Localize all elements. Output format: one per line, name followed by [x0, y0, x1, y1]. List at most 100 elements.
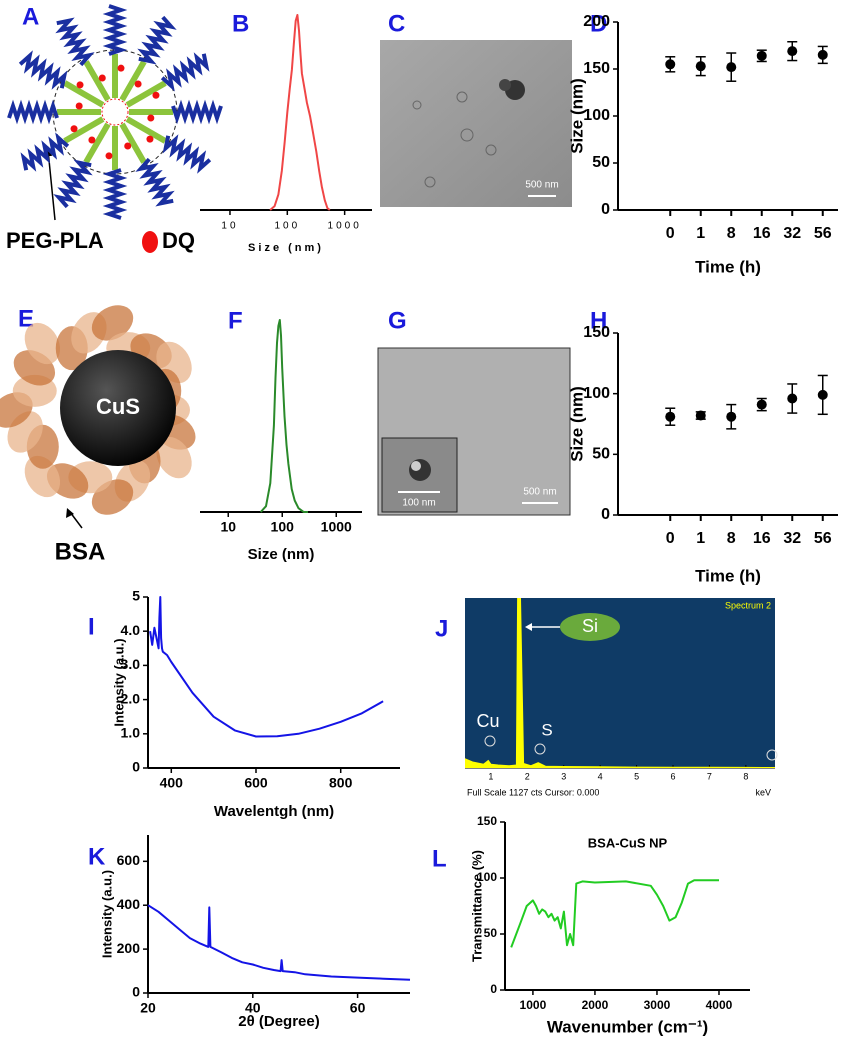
y-tick-label: 0: [132, 984, 140, 1000]
data-line: [259, 319, 308, 513]
panel-label: A: [22, 3, 39, 30]
panel-label: H: [590, 307, 607, 334]
x-tick-label: 60: [350, 1000, 366, 1016]
x-tick-label: 4000: [706, 998, 733, 1012]
data-point: [695, 61, 706, 72]
panel-label: B: [232, 10, 249, 37]
drug-dot: [117, 64, 125, 72]
x-tick-label: 8: [727, 225, 736, 242]
x-tick-label: 800: [329, 775, 353, 791]
x-tick-label: 56: [814, 225, 832, 242]
x-tick-label: 40: [245, 1000, 261, 1016]
x-tick-label: 32: [783, 530, 801, 547]
y-tick-label: 200: [583, 13, 610, 30]
y-axis-label: Transmittance (%): [469, 850, 484, 962]
pla-rod: [83, 122, 111, 164]
y-tick-label: 0: [601, 201, 610, 218]
x-tick-label: 1000: [321, 519, 352, 535]
panel-c: C 500 nm: [380, 10, 572, 207]
scale-bar-label: 500 nm: [525, 180, 558, 191]
peg-chain: [102, 4, 128, 56]
y-tick-label: 1.0: [121, 725, 141, 741]
pla-rod: [63, 80, 105, 108]
annotation: Cu: [476, 711, 499, 731]
x-tick-label: 2000: [582, 998, 609, 1012]
annotation-bubble: [560, 613, 620, 641]
x-tick-label: 56: [814, 530, 832, 547]
protein: [91, 305, 134, 341]
x-tick-label: 32: [783, 225, 801, 242]
panel-label: F: [228, 307, 243, 334]
y-tick-label: 100: [583, 385, 610, 402]
x-tick-label: 8: [743, 771, 748, 781]
arrow-head: [66, 508, 74, 518]
protein: [156, 436, 192, 479]
drug-dot: [147, 114, 155, 122]
y-tick-label: 2.0: [121, 690, 141, 706]
data-point: [695, 410, 706, 421]
peg-chain: [135, 157, 175, 207]
peak-marker: [484, 735, 496, 747]
coating-label: BSA: [55, 538, 106, 565]
plot-background: [465, 598, 775, 768]
panel-label: I: [88, 613, 95, 640]
y-tick-label: 5: [132, 588, 140, 604]
y-tick-label: 150: [583, 60, 610, 77]
y-tick-label: 200: [117, 940, 141, 956]
chart-title: BSA-CuS NP: [588, 835, 668, 850]
particle: [485, 144, 497, 156]
particle: [456, 91, 468, 103]
protein: [24, 322, 61, 365]
data-point: [787, 46, 798, 57]
panel-label: L: [432, 845, 447, 872]
x-tick-label: 1000: [520, 998, 547, 1012]
x-axis-label: 2θ (Degree): [238, 1013, 319, 1030]
x-tick-label: 100: [271, 519, 295, 535]
drug-icon: [142, 231, 158, 253]
peak-marker: [766, 749, 778, 761]
y-tick-label: 600: [117, 852, 141, 868]
panel-label: C: [388, 10, 405, 37]
particle: [499, 79, 511, 91]
arrow-head: [525, 623, 532, 631]
panel-label: D: [590, 10, 607, 37]
footer: Full Scale 1127 cts Cursor: 0.000: [467, 787, 599, 797]
scale-bar-label: 500 nm: [523, 487, 556, 498]
x-tick-label: 0: [666, 530, 675, 547]
x-tick-label: 20: [140, 1000, 156, 1016]
x-tick-label: 4: [598, 771, 603, 781]
x-tick-label: 3000: [644, 998, 671, 1012]
x-tick-label: 1: [696, 530, 705, 547]
data-point: [726, 62, 737, 73]
x-axis-label: Time (h): [695, 257, 761, 276]
y-axis-label: Size (nm): [567, 78, 586, 154]
peg-chain: [7, 99, 59, 125]
cus-core: [60, 350, 176, 466]
peg-chain: [55, 17, 95, 67]
pla-rod: [63, 116, 105, 144]
x-tick-label: 10: [221, 221, 238, 232]
x-tick-label: 100: [274, 221, 300, 232]
data-line: [269, 14, 331, 211]
x-axis-label: Wavenumber (cm⁻¹): [547, 1017, 708, 1036]
peg-chain: [162, 134, 212, 174]
pla-rod: [119, 122, 147, 164]
x-axis-unit: keV: [755, 787, 771, 797]
scale-bar-label: 100 nm: [402, 498, 435, 509]
y-axis-label: Intensity (a.u.): [99, 870, 114, 958]
annotation: S: [541, 720, 552, 739]
x-tick-label: 400: [160, 775, 184, 791]
data-point: [756, 50, 767, 61]
y-tick-label: 0: [601, 506, 610, 523]
drug-dot: [70, 125, 78, 133]
x-tick-label: 1: [488, 771, 493, 781]
y-axis-label: Intensity (a.u.): [111, 638, 126, 726]
x-axis-label: Time (h): [695, 566, 761, 585]
particle: [460, 128, 474, 142]
data-point: [817, 389, 828, 400]
panel-g: G 100 nm 500 nm: [377, 307, 571, 516]
particle: [412, 100, 422, 110]
drug-dot: [75, 102, 83, 110]
drug-dot: [98, 74, 106, 82]
